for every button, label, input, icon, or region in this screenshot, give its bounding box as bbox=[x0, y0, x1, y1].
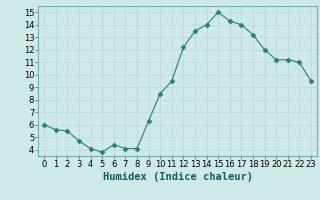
X-axis label: Humidex (Indice chaleur): Humidex (Indice chaleur) bbox=[103, 172, 252, 182]
